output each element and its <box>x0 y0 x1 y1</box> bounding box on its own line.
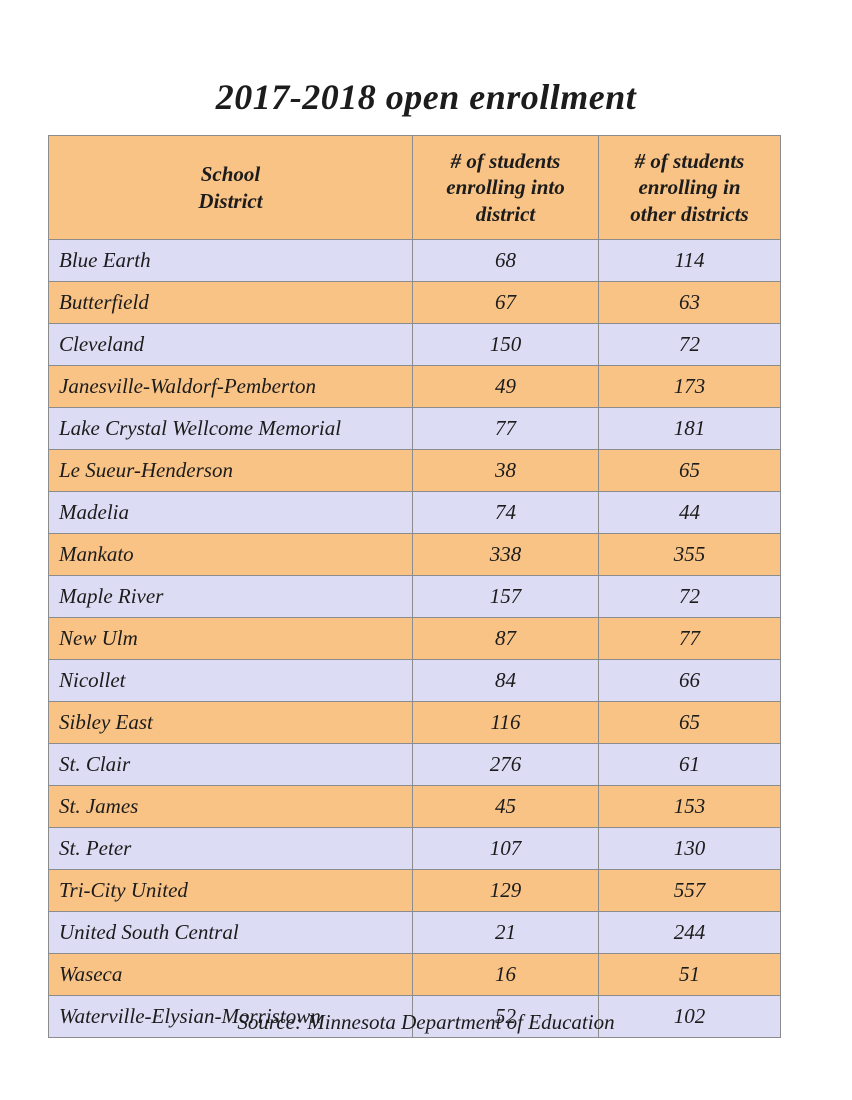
enroll-into-cell: 87 <box>412 617 599 660</box>
district-name-cell: Nicollet <box>48 659 413 702</box>
table-row: Maple River 157 72 <box>48 575 781 618</box>
table-header: School District # of students enrolling … <box>48 135 781 240</box>
table-row: United South Central 21 244 <box>48 911 781 954</box>
table-row: Sibley East 116 65 <box>48 701 781 744</box>
enroll-other-cell: 44 <box>598 491 781 534</box>
enroll-into-cell: 68 <box>412 239 599 282</box>
table-row: St. Peter 107 130 <box>48 827 781 870</box>
district-name-cell: St. Clair <box>48 743 413 786</box>
table-row: Butterfield 67 63 <box>48 281 781 324</box>
district-name-cell: Sibley East <box>48 701 413 744</box>
header-school-district: School District <box>48 135 413 240</box>
enroll-into-cell: 150 <box>412 323 599 366</box>
enroll-other-cell: 173 <box>598 365 781 408</box>
table-row: Janesville-Waldorf-Pemberton 49 173 <box>48 365 781 408</box>
table-row: St. Clair 276 61 <box>48 743 781 786</box>
district-name-cell: Butterfield <box>48 281 413 324</box>
district-name-cell: Cleveland <box>48 323 413 366</box>
enroll-into-cell: 77 <box>412 407 599 450</box>
district-name-cell: St. Peter <box>48 827 413 870</box>
table-body: Blue Earth 68 114 Butterfield 67 63 Cleveland 1… <box>48 239 781 1038</box>
table-row: Waseca 16 51 <box>48 953 781 996</box>
enroll-other-cell: 66 <box>598 659 781 702</box>
enroll-other-cell: 72 <box>598 323 781 366</box>
enroll-into-cell: 338 <box>412 533 599 576</box>
enroll-other-cell: 77 <box>598 617 781 660</box>
enroll-other-cell: 557 <box>598 869 781 912</box>
enroll-into-cell: 129 <box>412 869 599 912</box>
table-row: Lake Crystal Wellcome Memorial 77 181 <box>48 407 781 450</box>
district-name-cell: Le Sueur-Henderson <box>48 449 413 492</box>
enroll-other-cell: 355 <box>598 533 781 576</box>
enroll-into-cell: 107 <box>412 827 599 870</box>
header-row: School District # of students enrolling … <box>48 135 781 240</box>
source-caption: Source: Minnesota Department of Educatio… <box>237 1010 615 1034</box>
enroll-other-cell: 61 <box>598 743 781 786</box>
enroll-other-cell: 63 <box>598 281 781 324</box>
table-row: Tri-City United 129 557 <box>48 869 781 912</box>
enroll-other-cell: 102 <box>598 995 781 1038</box>
enrollment-table: School District # of students enrolling … <box>48 135 781 1038</box>
district-name-cell: Tri-City United <box>48 869 413 912</box>
table-row: Le Sueur-Henderson 38 65 <box>48 449 781 492</box>
enroll-into-cell: 116 <box>412 701 599 744</box>
enroll-into-cell: 21 <box>412 911 599 954</box>
district-name-cell: Madelia <box>48 491 413 534</box>
enroll-into-cell: 67 <box>412 281 599 324</box>
district-name-cell: Mankato <box>48 533 413 576</box>
enroll-into-cell: 74 <box>412 491 599 534</box>
district-name-cell: Waseca <box>48 953 413 996</box>
table-row: New Ulm 87 77 <box>48 617 781 660</box>
district-name-cell: United South Central <box>48 911 413 954</box>
enroll-into-cell: 52 <box>412 995 599 1038</box>
header-enrolling-other: # of students enrolling in other distric… <box>598 135 781 240</box>
enroll-other-cell: 244 <box>598 911 781 954</box>
district-name-cell: Janesville-Waldorf-Pemberton <box>48 365 413 408</box>
enroll-other-cell: 65 <box>598 449 781 492</box>
table-row: Nicollet 84 66 <box>48 659 781 702</box>
district-name-cell: Lake Crystal Wellcome Memorial <box>48 407 413 450</box>
enroll-into-cell: 16 <box>412 953 599 996</box>
table-row: Cleveland 150 72 <box>48 323 781 366</box>
enroll-into-cell: 38 <box>412 449 599 492</box>
enroll-other-cell: 130 <box>598 827 781 870</box>
table-row: Waterville-Elysian-Morristown 52 102 <box>48 995 781 1038</box>
table-row: Madelia 74 44 <box>48 491 781 534</box>
district-name-cell: St. James <box>48 785 413 828</box>
district-name-cell: Waterville-Elysian-Morristown <box>48 995 413 1038</box>
enroll-other-cell: 51 <box>598 953 781 996</box>
enroll-other-cell: 153 <box>598 785 781 828</box>
enroll-other-cell: 65 <box>598 701 781 744</box>
page-title: 2017-2018 open enrollment <box>215 77 637 117</box>
enroll-other-cell: 181 <box>598 407 781 450</box>
table-row: St. James 45 153 <box>48 785 781 828</box>
enroll-into-cell: 45 <box>412 785 599 828</box>
district-name-cell: Blue Earth <box>48 239 413 282</box>
table-row: Mankato 338 355 <box>48 533 781 576</box>
district-name-cell: Maple River <box>48 575 413 618</box>
enroll-into-cell: 84 <box>412 659 599 702</box>
table-row: Blue Earth 68 114 <box>48 239 781 282</box>
enroll-into-cell: 276 <box>412 743 599 786</box>
header-enrolling-into: # of students enrolling into district <box>412 135 599 240</box>
enroll-into-cell: 157 <box>412 575 599 618</box>
enroll-other-cell: 72 <box>598 575 781 618</box>
enroll-into-cell: 49 <box>412 365 599 408</box>
enroll-other-cell: 114 <box>598 239 781 282</box>
district-name-cell: New Ulm <box>48 617 413 660</box>
